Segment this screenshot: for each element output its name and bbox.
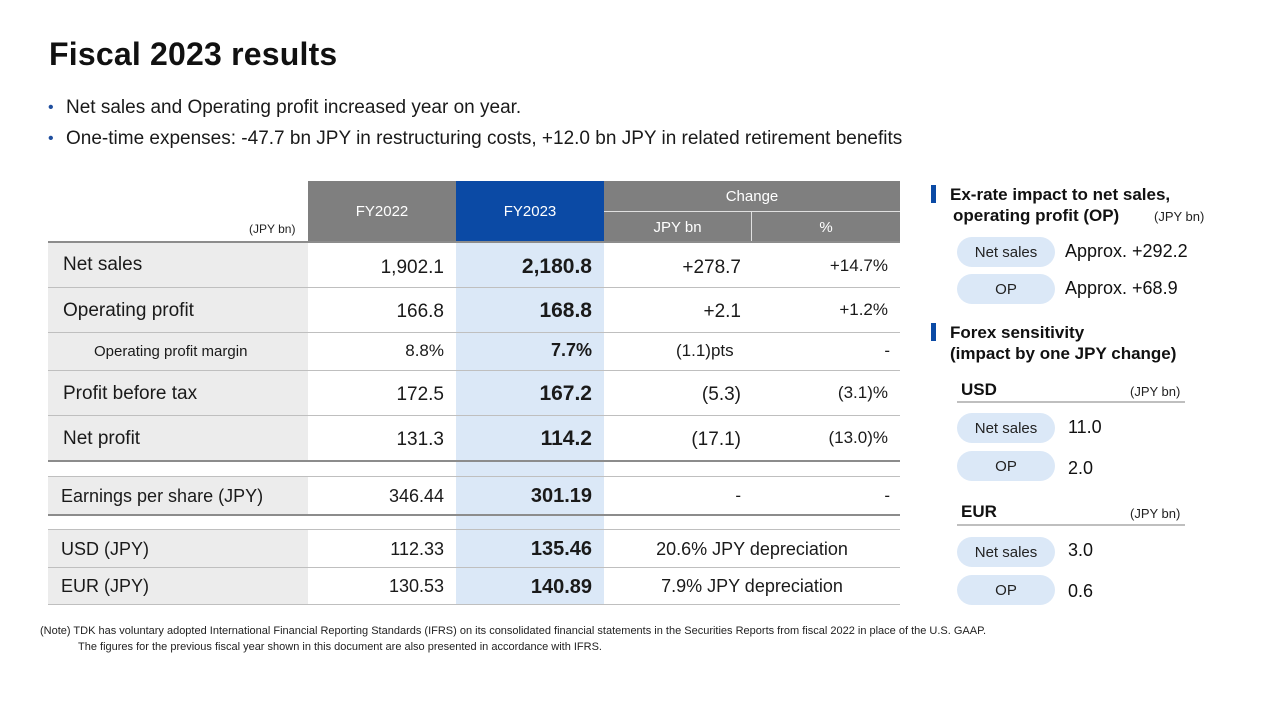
change-value: (5.3) xyxy=(701,384,741,405)
change-value: 7.9% JPY depreciation xyxy=(661,576,843,596)
header-fy2023: FY2023 xyxy=(456,181,604,242)
fy2023-value: 2,180.8 xyxy=(521,255,592,278)
change-pct: - xyxy=(884,486,890,505)
header-divider xyxy=(604,211,900,212)
fy2022-value: 1,902.1 xyxy=(380,257,444,278)
change-value: +278.7 xyxy=(682,257,741,278)
fy2022-value: 8.8% xyxy=(405,341,444,360)
net-sales-impact: Approx. +292.2 xyxy=(1065,241,1188,261)
fy2022-value: 130.53 xyxy=(388,576,444,596)
fy2023-value: 140.89 xyxy=(530,576,592,598)
table-rule xyxy=(48,460,900,462)
table-rule xyxy=(48,332,900,333)
usd-op-value: 2.0 xyxy=(1068,458,1094,478)
table-rule xyxy=(48,415,900,416)
op-pill: OP xyxy=(957,575,1055,605)
table-rule xyxy=(48,604,900,605)
change-value: - xyxy=(735,486,741,505)
fy2022-value: 131.3 xyxy=(396,429,444,450)
table-unit: (JPY bn) xyxy=(249,222,296,236)
divider xyxy=(957,401,1185,403)
op-impact: Approx. +68.9 xyxy=(1065,278,1178,298)
eur-heading: EUR xyxy=(961,502,997,521)
row-label: Net sales xyxy=(63,254,143,275)
unit-label: (JPY bn) xyxy=(1154,209,1205,224)
section-marker xyxy=(931,323,936,341)
net-sales-pill: Net sales xyxy=(957,537,1055,567)
header-change: Change xyxy=(604,181,900,211)
row-label: Earnings per share (JPY) xyxy=(61,486,264,506)
fy2023-value: 114.2 xyxy=(540,427,592,450)
divider xyxy=(957,524,1185,526)
fy2023-value: 167.2 xyxy=(539,382,592,405)
fy2023-value: 301.19 xyxy=(530,485,592,507)
change-value: 20.6% JPY depreciation xyxy=(656,539,848,559)
change-pct: +14.7% xyxy=(829,256,888,275)
section-title: Forex sensitivity xyxy=(950,323,1085,342)
fy2023-value: 7.7% xyxy=(550,340,592,360)
fy2023-column-highlight xyxy=(456,242,604,605)
row-label: EUR (JPY) xyxy=(61,576,150,596)
table-rule xyxy=(48,370,900,371)
table-rule xyxy=(48,287,900,288)
usd-net-sales-value: 11.0 xyxy=(1068,417,1102,437)
table-rule xyxy=(48,241,900,243)
change-value: (1.1)pts xyxy=(676,341,734,360)
fy2022-value: 172.5 xyxy=(396,384,444,405)
change-pct: +1.2% xyxy=(839,300,888,319)
bullet-item: • One-time expenses: -47.7 bn JPY in rest… xyxy=(48,125,902,156)
change-value: (17.1) xyxy=(691,429,741,450)
footnote: (Note) TDK has voluntary adopted Interna… xyxy=(40,625,987,637)
bullet-dot-icon: • xyxy=(48,99,54,116)
table-rule xyxy=(48,567,900,568)
section-title: (impact by one JPY change) xyxy=(950,344,1177,363)
fy2023-value: 135.46 xyxy=(530,538,592,560)
eur-net-sales-value: 3.0 xyxy=(1068,540,1094,560)
fy2022-value: 166.8 xyxy=(396,301,444,322)
bullet-list: • Net sales and Operating profit increase… xyxy=(48,94,902,156)
row-label: Operating profit margin xyxy=(94,343,248,360)
net-sales-pill: Net sales xyxy=(957,237,1055,267)
usd-heading: USD xyxy=(961,380,997,399)
row-label: Net profit xyxy=(63,428,141,449)
unit-label: (JPY bn) xyxy=(1130,506,1181,521)
page-title: Fiscal 2023 results xyxy=(49,36,338,72)
change-pct: - xyxy=(884,341,890,360)
footnote: The figures for the previous fiscal year… xyxy=(78,641,602,653)
fy2022-value: 112.33 xyxy=(390,539,444,559)
header-change-pct: % xyxy=(752,212,900,242)
bullet-item: • Net sales and Operating profit increase… xyxy=(48,94,902,125)
label-column-bg xyxy=(48,476,308,515)
change-pct: (13.0)% xyxy=(828,428,888,447)
eur-op-value: 0.6 xyxy=(1068,581,1094,601)
bullet-dot-icon: • xyxy=(48,130,54,147)
row-label: Profit before tax xyxy=(63,383,198,404)
change-pct: (3.1)% xyxy=(837,383,888,402)
row-label: Operating profit xyxy=(63,300,194,321)
op-pill: OP xyxy=(957,451,1055,481)
op-pill: OP xyxy=(957,274,1055,304)
unit-label: (JPY bn) xyxy=(1130,384,1181,399)
table-rule xyxy=(48,529,900,530)
row-label: USD (JPY) xyxy=(61,539,150,559)
section-title: Ex-rate impact to net sales, xyxy=(950,185,1171,204)
header-fy2022: FY2022 xyxy=(308,181,456,242)
table-rule xyxy=(48,514,900,516)
table-rule xyxy=(48,476,900,477)
fy2022-value: 346.44 xyxy=(388,486,444,506)
section-marker xyxy=(931,185,936,203)
header-divider xyxy=(751,212,752,242)
section-title: operating profit (OP) xyxy=(953,206,1120,225)
header-change-jpy: JPY bn xyxy=(604,212,751,242)
label-column-bg xyxy=(48,242,308,461)
fy2023-value: 168.8 xyxy=(539,299,592,322)
net-sales-pill: Net sales xyxy=(957,413,1055,443)
change-value: +2.1 xyxy=(703,301,741,322)
